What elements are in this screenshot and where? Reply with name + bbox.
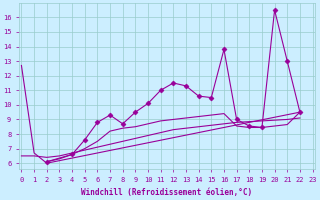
X-axis label: Windchill (Refroidissement éolien,°C): Windchill (Refroidissement éolien,°C): [82, 188, 252, 197]
